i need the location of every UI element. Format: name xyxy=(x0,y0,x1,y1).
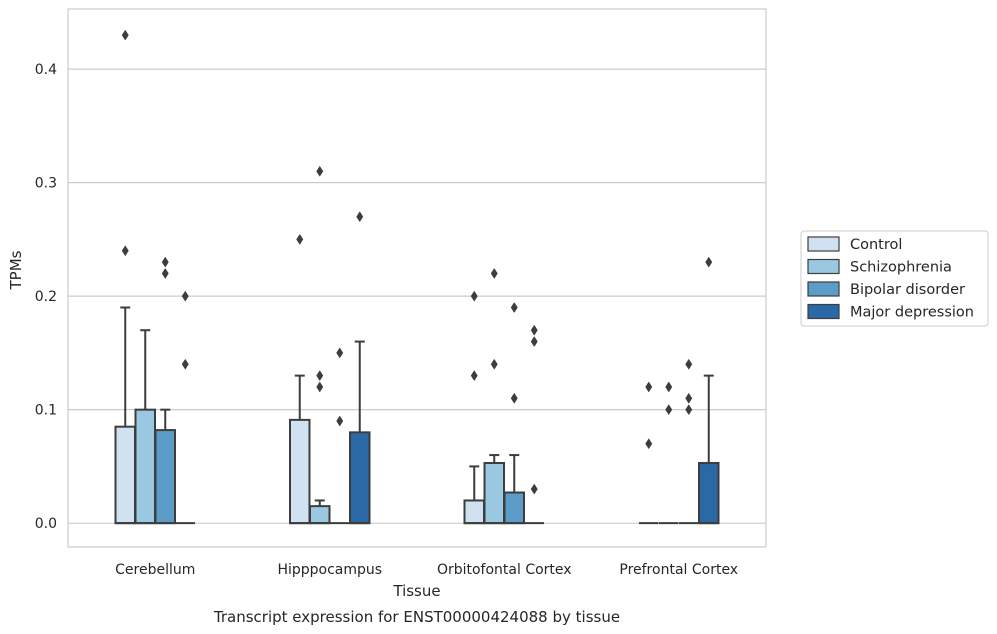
outlier-point xyxy=(490,358,498,370)
y-tick-label: 0.1 xyxy=(35,403,57,419)
legend-item: Control xyxy=(807,236,902,253)
outlier-point xyxy=(181,290,189,302)
box xyxy=(503,491,525,525)
x-tick-label: Prefrontal Cortex xyxy=(619,562,738,578)
outlier-point xyxy=(530,324,538,336)
outlier-point xyxy=(316,381,324,393)
y-tick-labels: 0.0 0.1 0.2 0.3 0.4 xyxy=(35,62,57,532)
x-tick-labels: Cerebellum Hipppocampus Orbitofontal Corte… xyxy=(115,562,738,578)
x-axis-label: Tissue xyxy=(392,582,440,600)
outlier-point xyxy=(121,245,129,257)
legend-label: Bipolar disorder xyxy=(850,282,965,298)
box xyxy=(483,462,505,525)
outlier-point xyxy=(316,165,324,177)
box-group xyxy=(289,374,311,525)
outlier-point xyxy=(490,267,498,279)
outlier-point xyxy=(645,381,653,393)
y-tick-label: 0.3 xyxy=(35,176,57,192)
legend-frame xyxy=(800,230,989,327)
outlier-point xyxy=(161,256,169,268)
box-group xyxy=(698,374,720,525)
outlier-point xyxy=(705,256,713,268)
legend-swatch xyxy=(807,236,840,252)
legend-swatch xyxy=(807,303,840,320)
box-group xyxy=(114,306,136,525)
outlier-point xyxy=(685,392,693,404)
y-tick-label: 0.4 xyxy=(35,62,57,78)
box-group xyxy=(134,329,156,525)
outlier-point xyxy=(181,358,189,370)
outlier-point xyxy=(161,267,169,279)
outlier-points xyxy=(121,29,713,495)
box xyxy=(289,418,311,525)
outlier-point xyxy=(530,483,538,495)
box xyxy=(463,499,485,525)
box-group xyxy=(503,454,525,525)
box-group xyxy=(154,408,176,525)
outlier-point xyxy=(685,404,693,416)
outlier-point xyxy=(665,381,673,393)
legend-item: Major depression xyxy=(807,303,974,321)
boxes xyxy=(114,306,720,525)
box-group xyxy=(349,340,371,525)
y-tick-label: 0.0 xyxy=(35,516,57,532)
outlier-point xyxy=(510,392,518,404)
legend-label: Schizophrenia xyxy=(850,260,952,276)
legend-item: Bipolar disorder xyxy=(807,281,965,298)
box-group xyxy=(483,454,505,525)
outlier-point xyxy=(510,302,518,313)
legend-label: Control xyxy=(850,237,902,253)
chart-caption: Transcript expression for ENST0000042408… xyxy=(213,608,620,626)
legend: Control Schizophrenia Bipolar disorder Majo… xyxy=(800,230,989,327)
outlier-point xyxy=(356,211,364,223)
legend-label: Major depression xyxy=(850,305,974,321)
x-tick-label: Cerebellum xyxy=(115,562,195,578)
box xyxy=(309,505,331,525)
outlier-point xyxy=(336,347,344,359)
outlier-point xyxy=(470,290,478,302)
y-tick-label: 0.2 xyxy=(35,289,57,305)
outlier-point xyxy=(530,336,538,348)
outlier-point xyxy=(685,358,693,370)
box xyxy=(349,431,371,525)
legend-swatch xyxy=(807,258,840,275)
x-tick-label: Hipppocampus xyxy=(277,562,382,578)
plot-area-frame xyxy=(67,8,767,548)
legend-item: Schizophrenia xyxy=(807,258,952,276)
outlier-point xyxy=(121,29,129,41)
outlier-point xyxy=(665,404,673,416)
outlier-point xyxy=(470,370,478,382)
outlier-point xyxy=(316,370,324,382)
box xyxy=(154,429,176,525)
box xyxy=(114,425,136,525)
box xyxy=(134,408,156,525)
x-tick-label: Orbitofontal Cortex xyxy=(437,562,572,578)
outlier-point xyxy=(296,233,304,245)
outlier-point xyxy=(336,415,344,427)
box-group xyxy=(309,499,331,525)
legend-swatch xyxy=(807,281,840,297)
outlier-point xyxy=(645,438,653,450)
box-group xyxy=(463,465,485,525)
box xyxy=(698,462,720,525)
y-axis-label: TPMs xyxy=(7,250,25,290)
